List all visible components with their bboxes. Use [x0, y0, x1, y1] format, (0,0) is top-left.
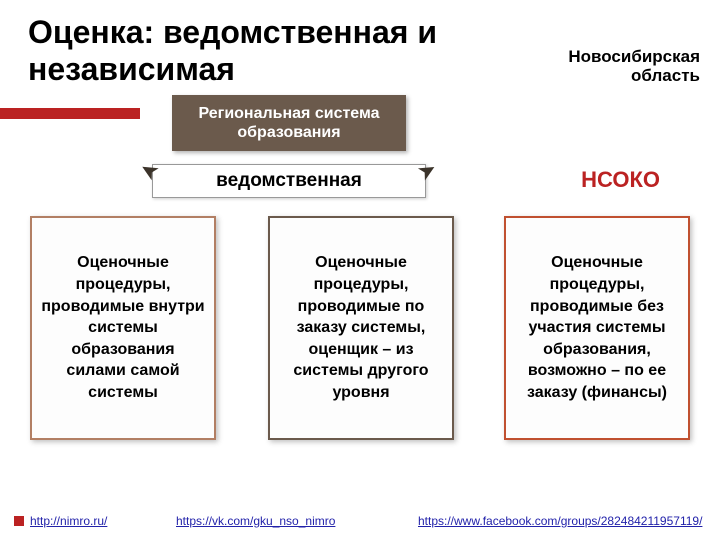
footer-link-2[interactable]: https://www.facebook.com/groups/28248421… — [418, 514, 702, 528]
accent-bar — [0, 108, 140, 119]
title-line-2: независимая — [28, 51, 437, 88]
column-box-0: Оценочные процедуры, проводимые внутри с… — [30, 216, 216, 440]
nsoko-label: НСОКО — [581, 167, 660, 193]
footer-link-1[interactable]: https://vk.com/gku_nso_nimro — [176, 514, 335, 528]
column-box-1: Оценочные процедуры, проводимые по заказ… — [268, 216, 454, 440]
footer-link-0[interactable]: http://nimro.ru/ — [30, 514, 107, 528]
subtitle-region: Новосибирская область — [568, 48, 700, 85]
vedomstvennaya-label: ведомственная — [152, 164, 426, 198]
title-block: Оценка: ведомственная и независимая — [28, 14, 437, 88]
slide-marker-icon — [14, 516, 24, 526]
center-box-regional-system: Региональная система образования — [172, 95, 406, 151]
subtitle-line-1: Новосибирская — [568, 48, 700, 67]
column-box-2: Оценочные процедуры, проводимые без учас… — [504, 216, 690, 440]
subtitle-line-2: область — [568, 67, 700, 86]
title-line-1: Оценка: ведомственная и — [28, 14, 437, 51]
